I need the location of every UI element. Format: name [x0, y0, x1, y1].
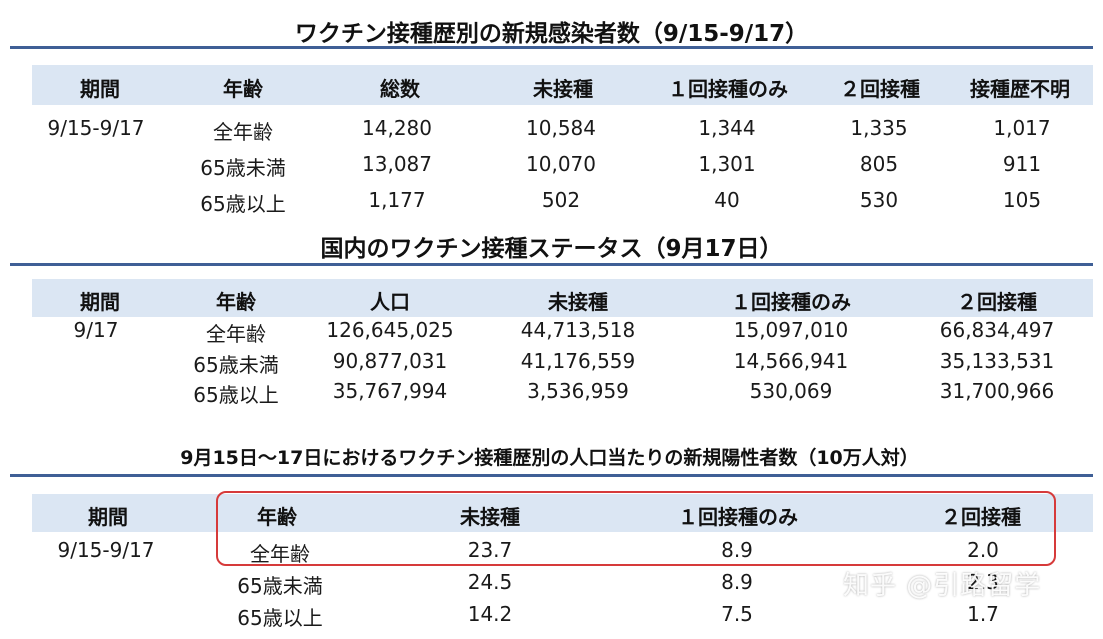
table3-header-unvaccinated: 未接種 — [460, 505, 520, 529]
table3-row3-one-dose: 7.5 — [721, 602, 753, 626]
table3-header-band — [32, 494, 1093, 532]
table1-row3-one-dose: 40 — [714, 188, 740, 212]
table3-header-age: 年齢 — [257, 505, 297, 529]
table3-row3-two-dose: 1.7 — [967, 602, 999, 626]
table3-header-one-dose: １回接種のみ — [678, 505, 798, 529]
table3-row1-one-dose: 8.9 — [721, 538, 753, 562]
table1-row3-unknown: 105 — [1002, 188, 1042, 212]
table1-header-band — [32, 65, 1093, 105]
table2-row1-unvaccinated: 44,713,518 — [520, 318, 636, 342]
table1-title: ワクチン接種歴別の新規感染者数（9/15-9/17） — [294, 21, 809, 47]
table2-header-one-dose: １回接種のみ — [731, 290, 851, 314]
table2-title-rule — [10, 263, 1093, 266]
table2-header-period: 期間 — [80, 290, 120, 314]
table3-header-period: 期間 — [88, 505, 128, 529]
table2-row3-age: 65歳以上 — [193, 383, 279, 407]
table1-header-total: 総数 — [380, 77, 420, 101]
table2-row2-one-dose: 14,566,941 — [733, 349, 849, 373]
table3-row3-unvaccinated: 14.2 — [467, 602, 513, 626]
table1-row2-unvaccinated: 10,070 — [526, 152, 596, 176]
table1-row1-one-dose: 1,344 — [698, 116, 756, 140]
table3-row2-two-dose: 2.3 — [967, 570, 999, 594]
table1-row1-total: 14,280 — [362, 116, 432, 140]
table3-title-rule — [10, 474, 1093, 477]
table2-row1-one-dose: 15,097,010 — [733, 318, 849, 342]
table1-header-unknown: 接種歴不明 — [970, 77, 1070, 101]
table1-row3-two-dose: 530 — [859, 188, 899, 212]
table2-header-age: 年齢 — [216, 290, 256, 314]
table1-row2-one-dose: 1,301 — [698, 152, 756, 176]
table1-title-rule — [10, 46, 1093, 49]
table2-title: 国内のワクチン接種ステータス（9月17日） — [320, 236, 783, 262]
table2-period: 9/17 — [73, 318, 119, 342]
table3-row1-unvaccinated: 23.7 — [467, 538, 513, 562]
table2-row2-age: 65歳未満 — [193, 353, 279, 377]
highlight-box — [216, 491, 1056, 566]
table3-row2-one-dose: 8.9 — [721, 570, 753, 594]
table2-row1-population: 126,645,025 — [326, 318, 454, 342]
table1-row1-age: 全年齢 — [213, 120, 273, 144]
table3-row3-age: 65歳以上 — [237, 606, 323, 630]
table2-header-two-dose: ２回接種 — [957, 290, 1037, 314]
table3-row2-unvaccinated: 24.5 — [467, 570, 513, 594]
table1-row2-total: 13,087 — [362, 152, 432, 176]
table1-header-period: 期間 — [80, 77, 120, 101]
table3-row2-age: 65歳未満 — [237, 574, 323, 598]
table2-header-band — [32, 279, 1093, 317]
table1-row2-age: 65歳未満 — [200, 156, 286, 180]
table1-row2-unknown: 911 — [1002, 152, 1042, 176]
table1-header-unvaccinated: 未接種 — [533, 77, 593, 101]
table1-period: 9/15-9/17 — [47, 116, 145, 140]
table2-header-population: 人口 — [370, 290, 410, 314]
table2-row2-two-dose: 35,133,531 — [939, 349, 1055, 373]
table1-row3-unvaccinated: 502 — [541, 188, 581, 212]
table1-row1-two-dose: 1,335 — [850, 116, 908, 140]
table3-header-two-dose: ２回接種 — [941, 505, 1021, 529]
table1-header-two-dose: ２回接種 — [840, 77, 920, 101]
table1-row1-unvaccinated: 10,584 — [526, 116, 596, 140]
table3-title: 9月15日～17日におけるワクチン接種歴別の人口当たりの新規陽性者数（10万人対… — [180, 447, 919, 469]
table3-row1-two-dose: 2.0 — [967, 538, 999, 562]
table3-period: 9/15-9/17 — [57, 538, 155, 562]
table2-row3-one-dose: 530,069 — [749, 379, 833, 403]
table2-row2-population: 90,877,031 — [332, 349, 448, 373]
table2-row1-age: 全年齢 — [206, 322, 266, 346]
table1-row2-two-dose: 805 — [859, 152, 899, 176]
table1-header-age: 年齢 — [223, 77, 263, 101]
watermark: 知乎 @引路留学 — [843, 571, 1042, 601]
table2-header-unvaccinated: 未接種 — [548, 290, 608, 314]
table3-row1-age: 全年齢 — [250, 542, 310, 566]
table1-row3-total: 1,177 — [368, 188, 426, 212]
table1-header-one-dose: １回接種のみ — [668, 77, 788, 101]
table2-row3-population: 35,767,994 — [332, 379, 448, 403]
table2-row2-unvaccinated: 41,176,559 — [520, 349, 636, 373]
table1-row1-unknown: 1,017 — [993, 116, 1051, 140]
table2-row1-two-dose: 66,834,497 — [939, 318, 1055, 342]
table2-row3-unvaccinated: 3,536,959 — [527, 379, 629, 403]
table1-row3-age: 65歳以上 — [200, 192, 286, 216]
table2-row3-two-dose: 31,700,966 — [939, 379, 1055, 403]
